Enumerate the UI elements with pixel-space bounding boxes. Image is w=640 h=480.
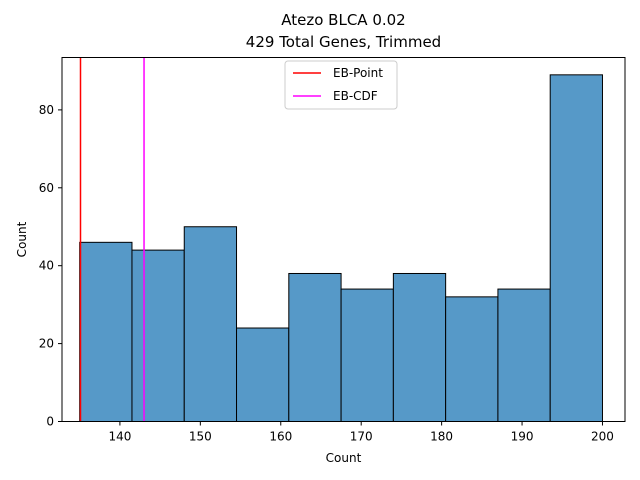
y-axis-ticks: 0 20 40 60 80 — [39, 103, 62, 429]
histogram-bar — [445, 296, 499, 422]
vertical-lines-group — [79, 57, 145, 422]
bars-group — [79, 74, 603, 423]
x-axis-label: Count — [326, 451, 362, 465]
x-tick-label: 200 — [591, 430, 614, 444]
chart-subtitle: 429 Total Genes, Trimmed — [246, 33, 441, 51]
histogram-bar — [392, 272, 447, 422]
legend: EB-Point EB-CDF — [284, 60, 398, 110]
histogram-bar — [288, 272, 342, 422]
chart-title: Atezo BLCA 0.02 — [281, 11, 405, 29]
y-tick-label: 20 — [39, 337, 54, 351]
histogram-bar — [236, 327, 290, 422]
y-tick-label: 80 — [39, 103, 54, 117]
x-tick-label: 170 — [350, 430, 373, 444]
x-tick-label: 140 — [108, 430, 131, 444]
legend-label-eb-point: EB-Point — [333, 66, 383, 80]
y-axis-label: Count — [15, 221, 29, 257]
histogram-bar — [549, 74, 603, 422]
histogram-bar — [497, 288, 551, 423]
x-tick-label: 160 — [269, 430, 292, 444]
x-tick-label: 180 — [430, 430, 453, 444]
x-tick-label: 190 — [511, 430, 534, 444]
y-tick-label: 60 — [39, 181, 54, 195]
histogram-bar — [340, 288, 394, 423]
histogram-bar — [131, 249, 185, 422]
x-tick-label: 150 — [189, 430, 212, 444]
legend-label-eb-cdf: EB-CDF — [333, 89, 378, 103]
histogram-bar — [183, 226, 238, 422]
y-tick-label: 40 — [39, 259, 54, 273]
x-axis-ticks: 140 150 160 170 180 190 200 — [108, 421, 614, 444]
plot-frame — [61, 57, 626, 422]
histogram-bar — [79, 241, 133, 422]
y-tick-label: 0 — [46, 415, 54, 429]
